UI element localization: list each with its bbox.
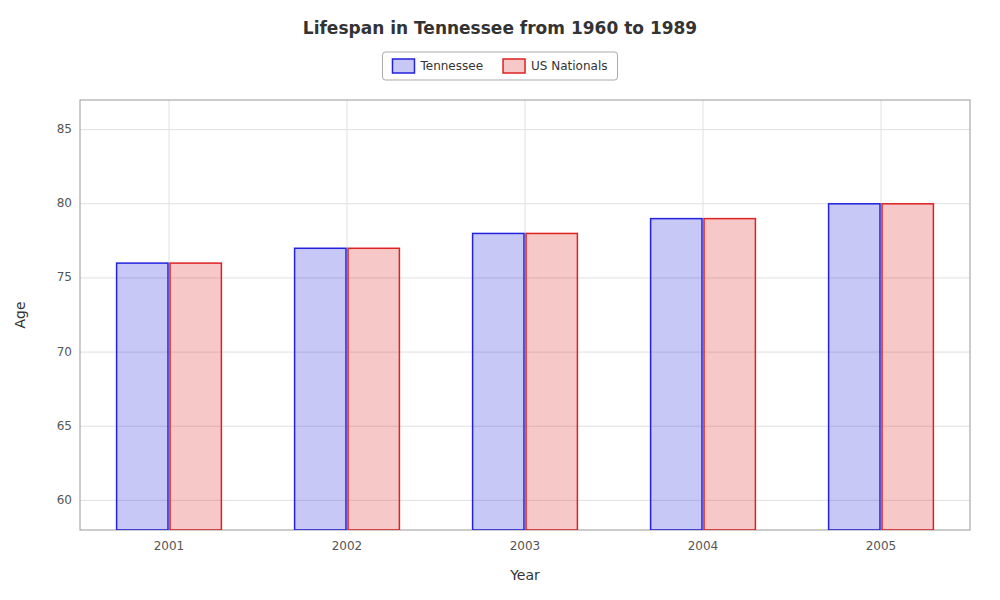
legend-box [382,52,617,80]
bar [829,204,880,530]
x-tick-label: 2005 [866,539,897,553]
legend-swatch [392,59,414,73]
x-tick-label: 2004 [688,539,719,553]
legend-label: Tennessee [419,59,483,73]
grid [80,100,970,530]
x-tick-label: 2002 [332,539,363,553]
title: Lifespan in Tennessee from 1960 to 1989 [303,18,697,38]
x-tick-label: 2001 [154,539,185,553]
bar [295,248,346,530]
bar [473,233,524,530]
chart: 60 65 70 75 80 85 2001 2002 2003 2004 2005 Year Age L… [0,0,1000,600]
x-axis-label: Year [509,567,540,583]
legend-label: US Nationals [531,59,607,73]
legend-swatch [503,59,525,73]
y-tick-label: 60 [57,493,72,507]
y-axis-label: Age [12,301,28,328]
bar [117,263,168,530]
bar [882,204,933,530]
bars [117,204,934,530]
bar [526,233,577,530]
y-tick-label: 85 [57,122,72,136]
y-tick-label: 75 [57,270,72,284]
bar [704,219,755,530]
y-tick-label: 80 [57,196,72,210]
y-tick-label: 65 [57,419,72,433]
y-tick-label: 70 [57,345,72,359]
bar [348,248,399,530]
x-tick-label: 2003 [510,539,541,553]
chart-container: 60 65 70 75 80 85 2001 2002 2003 2004 2005 Year Age L… [0,0,1000,600]
legend: Tennessee US Nationals [382,52,617,80]
bar [170,263,221,530]
plot-frame [80,100,970,530]
bar [651,219,702,530]
